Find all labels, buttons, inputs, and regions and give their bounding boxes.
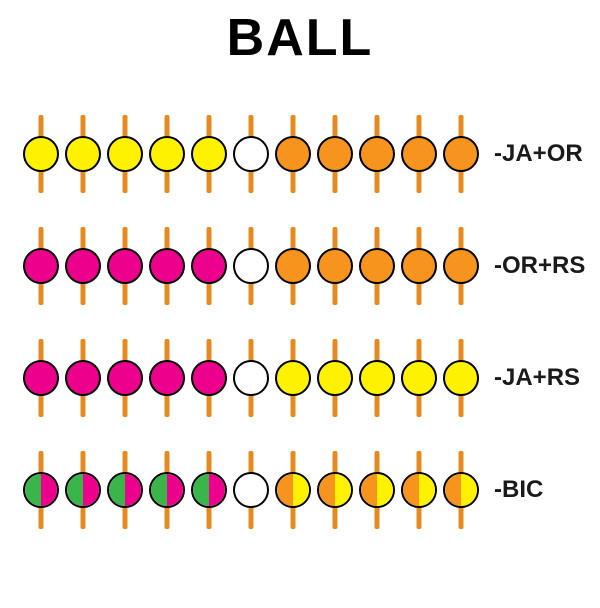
row-label: -JA+RS <box>494 364 580 392</box>
ball-row: -BIC <box>10 434 590 546</box>
row-label: -BIC <box>494 476 543 504</box>
ball-item <box>230 339 272 417</box>
ball-row: -OR+RS <box>10 210 590 322</box>
ball-item <box>104 115 146 193</box>
ball-icon <box>401 472 437 508</box>
ball-icon <box>275 136 311 172</box>
ball-item <box>356 227 398 305</box>
ball-item <box>20 227 62 305</box>
ball-icon <box>191 472 227 508</box>
ball-icon <box>317 472 353 508</box>
ball-item <box>272 451 314 529</box>
ball-item <box>440 115 482 193</box>
ball-item <box>230 115 272 193</box>
ball-item <box>146 227 188 305</box>
ball-icon <box>149 136 185 172</box>
ball-icon <box>443 248 479 284</box>
ball-item <box>62 227 104 305</box>
ball-row: -JA+RS <box>10 322 590 434</box>
ball-item <box>272 227 314 305</box>
ball-icon <box>23 136 59 172</box>
ball-item <box>20 339 62 417</box>
ball-icon <box>65 136 101 172</box>
ball-item <box>314 115 356 193</box>
ball-icon <box>191 136 227 172</box>
ball-item <box>188 451 230 529</box>
ball-item <box>440 227 482 305</box>
ball-icon <box>107 360 143 396</box>
ball-icon <box>23 360 59 396</box>
ball-icon <box>275 248 311 284</box>
ball-row: -JA+OR <box>10 98 590 210</box>
ball-icon <box>233 360 269 396</box>
ball-item <box>398 115 440 193</box>
ball-item <box>356 451 398 529</box>
ball-icon <box>275 472 311 508</box>
ball-item <box>272 339 314 417</box>
ball-item <box>230 227 272 305</box>
ball-icon <box>317 248 353 284</box>
ball-item <box>314 451 356 529</box>
ball-item <box>62 451 104 529</box>
ball-icon <box>359 248 395 284</box>
ball-icon <box>401 136 437 172</box>
ball-icon <box>443 360 479 396</box>
ball-item <box>398 451 440 529</box>
ball-item <box>20 451 62 529</box>
ball-icon <box>233 136 269 172</box>
ball-item <box>440 451 482 529</box>
page-title: BALL <box>0 8 600 68</box>
ball-icon <box>107 248 143 284</box>
ball-item <box>62 115 104 193</box>
ball-icon <box>317 360 353 396</box>
ball-item <box>314 339 356 417</box>
ball-icon <box>23 248 59 284</box>
ball-icon <box>275 360 311 396</box>
ball-icon <box>191 248 227 284</box>
ball-icon <box>149 472 185 508</box>
ball-item <box>272 115 314 193</box>
ball-item <box>146 451 188 529</box>
ball-icon <box>65 360 101 396</box>
ball-item <box>188 339 230 417</box>
ball-icon <box>317 136 353 172</box>
row-label: -OR+RS <box>494 252 585 280</box>
ball-item <box>188 115 230 193</box>
ball-icon <box>191 360 227 396</box>
ball-icon <box>149 360 185 396</box>
ball-item <box>188 227 230 305</box>
ball-item <box>20 115 62 193</box>
ball-item <box>62 339 104 417</box>
ball-icon <box>107 136 143 172</box>
ball-icon <box>443 472 479 508</box>
rows-container: -JA+OR -OR+RS -JA+RS -BIC <box>0 98 600 546</box>
ball-item <box>104 339 146 417</box>
ball-icon <box>107 472 143 508</box>
ball-item <box>104 227 146 305</box>
ball-item <box>356 339 398 417</box>
ball-item <box>104 451 146 529</box>
ball-item <box>440 339 482 417</box>
ball-icon <box>65 472 101 508</box>
ball-item <box>356 115 398 193</box>
ball-icon <box>65 248 101 284</box>
row-label: -JA+OR <box>494 140 583 168</box>
ball-icon <box>359 472 395 508</box>
ball-icon <box>233 248 269 284</box>
ball-icon <box>359 360 395 396</box>
ball-item <box>146 339 188 417</box>
ball-item <box>146 115 188 193</box>
ball-item <box>398 227 440 305</box>
ball-item <box>314 227 356 305</box>
ball-icon <box>359 136 395 172</box>
ball-icon <box>233 472 269 508</box>
ball-item <box>398 339 440 417</box>
ball-icon <box>23 472 59 508</box>
ball-icon <box>443 136 479 172</box>
ball-icon <box>149 248 185 284</box>
ball-icon <box>401 360 437 396</box>
ball-item <box>230 451 272 529</box>
ball-icon <box>401 248 437 284</box>
